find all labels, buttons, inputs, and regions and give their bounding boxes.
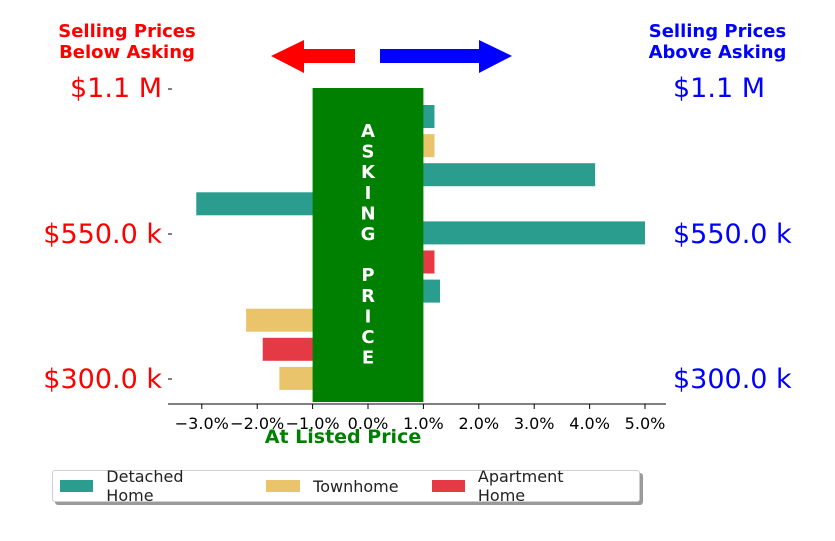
header-below-line2: Below Asking <box>59 42 195 63</box>
asking-band-letter: P <box>361 265 374 286</box>
legend-swatch-detached <box>60 480 94 492</box>
header-above-asking: Selling Prices Above Asking <box>630 21 805 63</box>
x-tick-label: −3.0% <box>175 414 229 433</box>
bar-5 <box>368 221 645 245</box>
left-arrow-icon <box>271 40 355 73</box>
legend-swatch-townhome <box>266 480 301 492</box>
legend-label-apartment: Apartment Home <box>477 467 564 505</box>
price-label-left-bottom: $300.0 k <box>43 364 162 395</box>
asking-price-band <box>312 88 424 402</box>
x-tick-label: 0.0% <box>348 414 389 433</box>
legend-label-townhome: Townhome <box>313 476 399 496</box>
bar-3 <box>368 163 596 187</box>
legend: Detached Home Townhome Apartment Home <box>52 467 640 505</box>
legend-item-detached: Detached Home <box>60 467 233 505</box>
header-below-asking: Selling Prices Below Asking <box>42 21 212 63</box>
asking-band-letter: I <box>365 183 372 204</box>
asking-band-letter: E <box>362 348 374 369</box>
price-label-left-top: $1.1 M <box>70 73 162 104</box>
legend-label-detached: Detached Home <box>106 467 184 505</box>
price-label-right-top: $1.1 M <box>673 73 765 104</box>
legend-item-townhome: Townhome <box>266 476 399 496</box>
x-tick-label: 1.0% <box>403 414 444 433</box>
x-tick-label: 2.0% <box>458 414 499 433</box>
price-label-right-middle: $550.0 k <box>673 219 792 250</box>
asking-band-letter: N <box>360 203 375 224</box>
x-tick-label: −2.0% <box>230 414 284 433</box>
header-above-line1: Selling Prices <box>648 21 787 42</box>
price-label-left-middle: $550.0 k <box>43 219 162 250</box>
header-below-line1: Selling Prices <box>58 21 196 42</box>
x-tick-label: −1.0% <box>286 414 340 433</box>
asking-band-letter: K <box>361 162 376 183</box>
asking-band-letter: C <box>361 327 374 348</box>
x-tick-label: 5.0% <box>625 414 666 433</box>
asking-band-letter: I <box>365 306 372 327</box>
asking-band-letter: R <box>361 286 375 307</box>
legend-swatch-apartment <box>431 480 465 492</box>
legend-item-apartment: Apartment Home <box>431 467 613 505</box>
header-above-line2: Above Asking <box>648 42 787 63</box>
price-label-right-bottom: $300.0 k <box>673 364 792 395</box>
asking-band-letter: A <box>361 121 375 142</box>
right-arrow-icon <box>380 40 512 73</box>
x-tick-label: 3.0% <box>514 414 555 433</box>
x-axis-label: At Listed Price <box>264 426 422 448</box>
asking-band-letter: S <box>362 142 375 163</box>
asking-band-letter: G <box>361 224 376 245</box>
x-tick-label: 4.0% <box>569 414 610 433</box>
